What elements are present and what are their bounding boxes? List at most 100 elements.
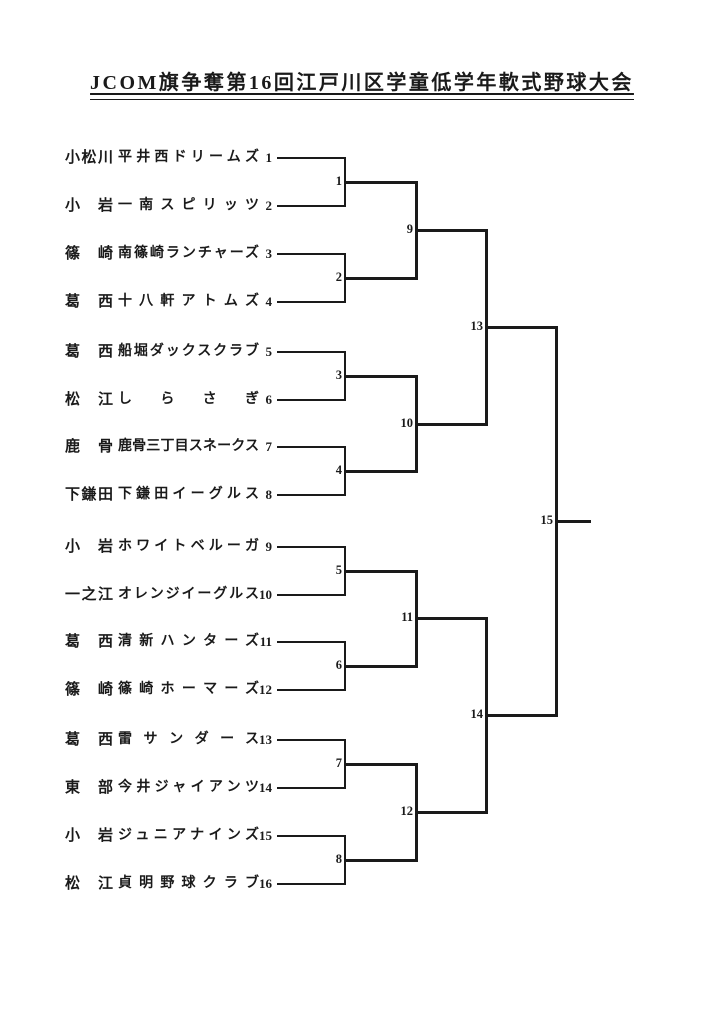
match-number: 9 (406, 222, 413, 236)
team-row: 鹿骨 鹿骨三丁目スネークス 7 (65, 437, 272, 457)
bracket-line-horizontal (277, 205, 346, 207)
team-seed: 7 (265, 439, 273, 454)
match-number: 13 (470, 319, 484, 333)
team-row: 葛西 雷サンダース 13 (65, 730, 272, 750)
team-seed: 11 (259, 634, 272, 649)
team-seed: 12 (259, 682, 272, 697)
team-area: 東部 (65, 780, 113, 796)
team-area: 葛西 (65, 732, 113, 748)
match-number: 7 (335, 756, 342, 770)
team-row: 小松川 平井西ドリームズ 1 (65, 148, 272, 168)
team-row: 下鎌田 下鎌田イーグルス 8 (65, 485, 272, 505)
team-seed: 8 (265, 487, 273, 502)
match-number: 10 (400, 416, 414, 430)
team-name: 一南スピリッツ (118, 198, 259, 213)
team-row: 一之江 オレンジイーグルス 10 (65, 585, 272, 605)
bracket-line-horizontal (277, 253, 346, 255)
team-seed: 15 (259, 828, 272, 843)
team-seed: 14 (259, 780, 272, 795)
bracket-line-horizontal (344, 277, 418, 280)
team-area: 葛西 (65, 634, 113, 650)
bracket-line-horizontal (277, 689, 346, 691)
team-seed: 10 (259, 587, 272, 602)
team-seed: 6 (265, 392, 273, 407)
team-name: 平井西ドリームズ (118, 150, 259, 165)
team-area: 篠崎 (65, 246, 113, 262)
team-area: 鹿骨 (65, 439, 113, 455)
match-number: 11 (401, 610, 413, 624)
team-name: ホワイトベルーガ (118, 539, 259, 554)
team-area: 葛西 (65, 344, 113, 360)
team-name: 今井ジャイアンツ (118, 780, 259, 795)
team-row: 松江 貞明野球クラブ 16 (65, 874, 272, 894)
team-name: オレンジイーグルス (118, 587, 259, 602)
team-row: 小岩 ホワイトベルーガ 9 (65, 537, 272, 557)
team-name: 清新ハンターズ (118, 634, 259, 649)
team-area: 小岩 (65, 828, 113, 844)
match-number: 3 (335, 368, 342, 382)
team-row: 葛西 船堀ダックスクラブ 5 (65, 342, 272, 362)
team-seed: 13 (259, 732, 272, 747)
team-area: 小松川 (65, 150, 113, 166)
team-row: 松江 しらさぎ 6 (65, 390, 272, 410)
team-area: 葛西 (65, 294, 113, 310)
tournament-title: JCOM旗争奪第16回江戸川区学童低学年軟式野球大会 (90, 72, 634, 100)
team-area: 篠崎 (65, 682, 113, 698)
bracket-line-horizontal (277, 494, 346, 496)
match-number: 2 (335, 270, 342, 284)
bracket-line-horizontal (277, 739, 346, 741)
team-name: 貞明野球クラブ (118, 876, 259, 891)
team-area: 小岩 (65, 539, 113, 555)
team-area: 下鎌田 (65, 487, 113, 503)
bracket-line-horizontal (415, 617, 488, 620)
bracket-line-horizontal (344, 859, 418, 862)
team-name: 南篠崎ランチャーズ (118, 246, 259, 261)
match-number: 8 (335, 852, 342, 866)
match-number: 14 (470, 707, 484, 721)
bracket-line-horizontal (277, 157, 346, 159)
bracket-line-horizontal (277, 883, 346, 885)
bracket-line-horizontal (415, 811, 488, 814)
team-name: 篠崎ホーマーズ (118, 682, 259, 697)
bracket-line-horizontal (277, 399, 346, 401)
team-name: 船堀ダックスクラブ (118, 344, 259, 359)
bracket-line-horizontal (344, 665, 418, 668)
bracket-line-horizontal (344, 470, 418, 473)
team-row: 東部 今井ジャイアンツ 14 (65, 778, 272, 798)
bracket-line-horizontal (277, 787, 346, 789)
team-name: しらさぎ (118, 392, 259, 407)
team-name: 鹿骨三丁目スネークス (118, 439, 259, 454)
bracket-line-horizontal (277, 301, 346, 303)
team-row: 小岩 一南スピリッツ 2 (65, 196, 272, 216)
bracket-line-horizontal (415, 229, 488, 232)
team-area: 松江 (65, 876, 113, 892)
bracket-line-horizontal (485, 714, 558, 717)
bracket-line-horizontal (344, 375, 418, 378)
team-seed: 5 (265, 344, 273, 359)
bracket-line-horizontal (277, 641, 346, 643)
match-number: 12 (400, 804, 414, 818)
team-row: 篠崎 南篠崎ランチャーズ 3 (65, 244, 272, 264)
bracket-line-horizontal (277, 835, 346, 837)
page-header: JCOM旗争奪第16回江戸川区学童低学年軟式野球大会 (0, 66, 724, 100)
bracket-line-horizontal (277, 594, 346, 596)
team-area: 松江 (65, 392, 113, 408)
team-area: 一之江 (65, 587, 113, 603)
bracket-line-horizontal (277, 546, 346, 548)
team-name: 下鎌田イーグルス (118, 487, 259, 502)
match-number: 15 (540, 513, 554, 527)
match-number: 4 (335, 463, 342, 477)
team-row: 小岩 ジュニアナインズ 15 (65, 826, 272, 846)
bracket-line-horizontal (485, 326, 558, 329)
match-number: 5 (335, 563, 342, 577)
team-name: ジュニアナインズ (118, 828, 259, 843)
bracket-line-horizontal (344, 181, 418, 184)
team-area: 小岩 (65, 198, 113, 214)
team-name: 十八軒アトムズ (118, 294, 259, 309)
team-name: 雷サンダース (118, 732, 259, 747)
team-seed: 2 (265, 198, 273, 213)
team-row: 葛西 清新ハンターズ 11 (65, 632, 272, 652)
bracket-line-horizontal (344, 570, 418, 573)
team-seed: 16 (259, 876, 272, 891)
bracket-line-horizontal (277, 351, 346, 353)
